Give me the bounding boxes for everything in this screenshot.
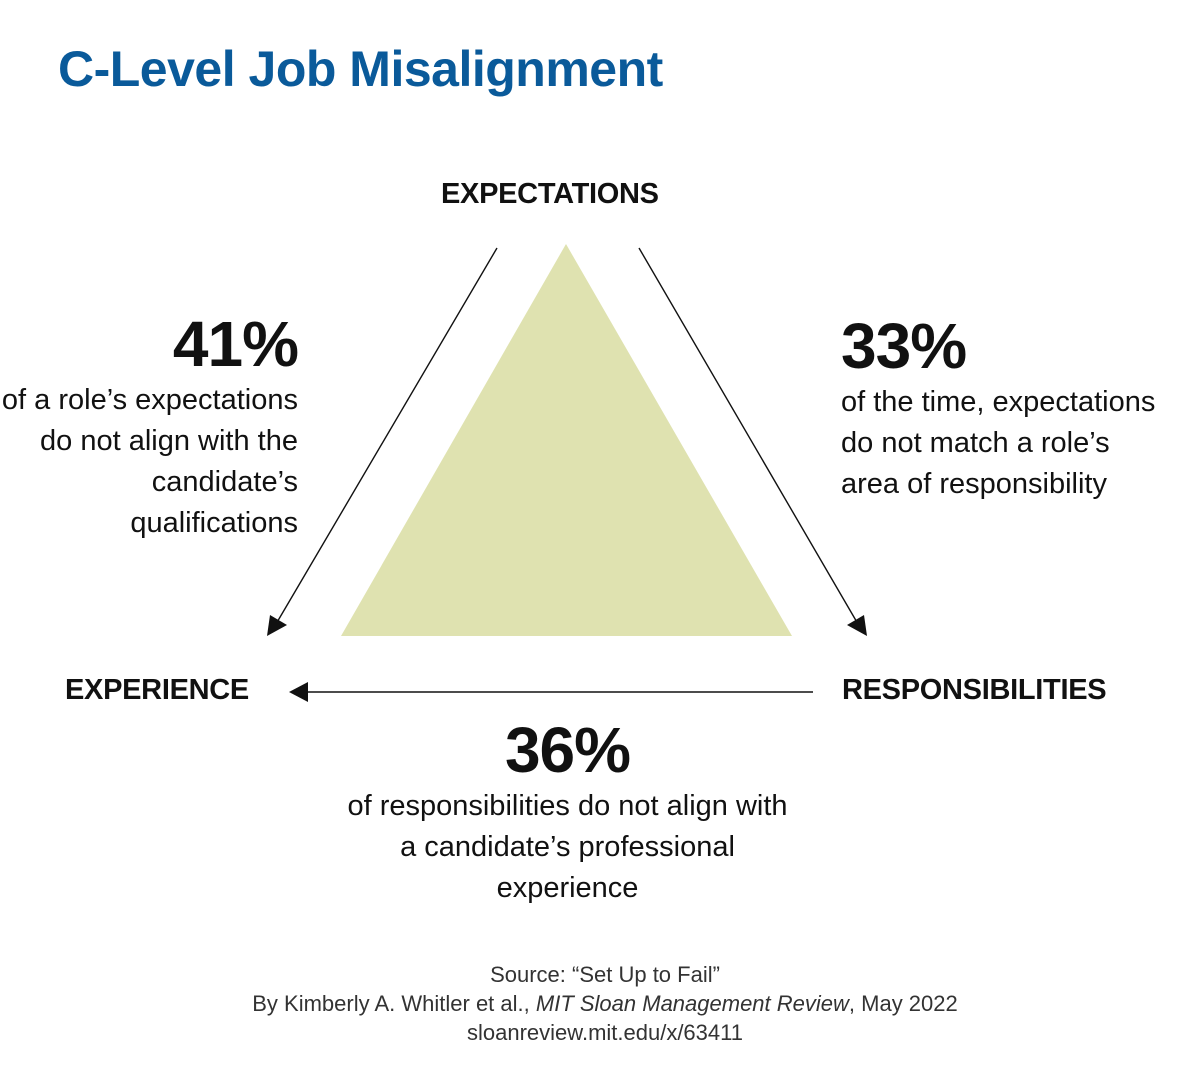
stat-left: 41% of a role’s expectations do not alig… bbox=[0, 308, 299, 544]
stat-right-value: 33% bbox=[841, 310, 967, 382]
stat-left-text: of a role’s expectations do not align wi… bbox=[1, 384, 298, 539]
source-authors: By Kimberly A. Whitler et al., bbox=[252, 991, 536, 1016]
stat-bottom: 36% of responsibilities do not align wit… bbox=[340, 718, 795, 909]
arrow-expectations-to-responsibilities-line bbox=[638, 247, 859, 625]
source-line-2: By Kimberly A. Whitler et al., MIT Sloan… bbox=[0, 989, 1200, 1018]
node-experience-label: EXPERIENCE bbox=[65, 674, 249, 706]
arrow-expectations-to-experience-line bbox=[275, 247, 498, 625]
source-date: , May 2022 bbox=[848, 991, 958, 1016]
stat-bottom-text: of responsibilities do not align with a … bbox=[347, 790, 788, 904]
stat-left-value: 41% bbox=[172, 308, 299, 380]
node-responsibilities-label: RESPONSIBILITIES bbox=[842, 674, 1107, 706]
arrow-responsibilities-to-experience-head bbox=[289, 682, 308, 702]
source-credit: Source: “Set Up to Fail” By Kimberly A. … bbox=[0, 960, 1200, 1047]
stat-bottom-value: 36% bbox=[504, 714, 631, 786]
page-title: C-Level Job Misalignment bbox=[58, 41, 663, 97]
source-publication: MIT Sloan Management Review bbox=[535, 991, 849, 1016]
node-expectations-label: EXPECTATIONS bbox=[441, 178, 659, 210]
source-url: sloanreview.mit.edu/x/63411 bbox=[467, 1020, 743, 1045]
arrow-expectations-to-responsibilities-head bbox=[847, 615, 867, 636]
arrow-expectations-to-experience-head bbox=[267, 615, 287, 636]
center-triangle bbox=[341, 244, 792, 636]
source-line-1: Source: “Set Up to Fail” bbox=[490, 962, 720, 987]
stat-right-text: of the time, expectations do not match a… bbox=[841, 386, 1156, 500]
stat-right: 33% of the time, expectations do not mat… bbox=[841, 314, 1171, 505]
